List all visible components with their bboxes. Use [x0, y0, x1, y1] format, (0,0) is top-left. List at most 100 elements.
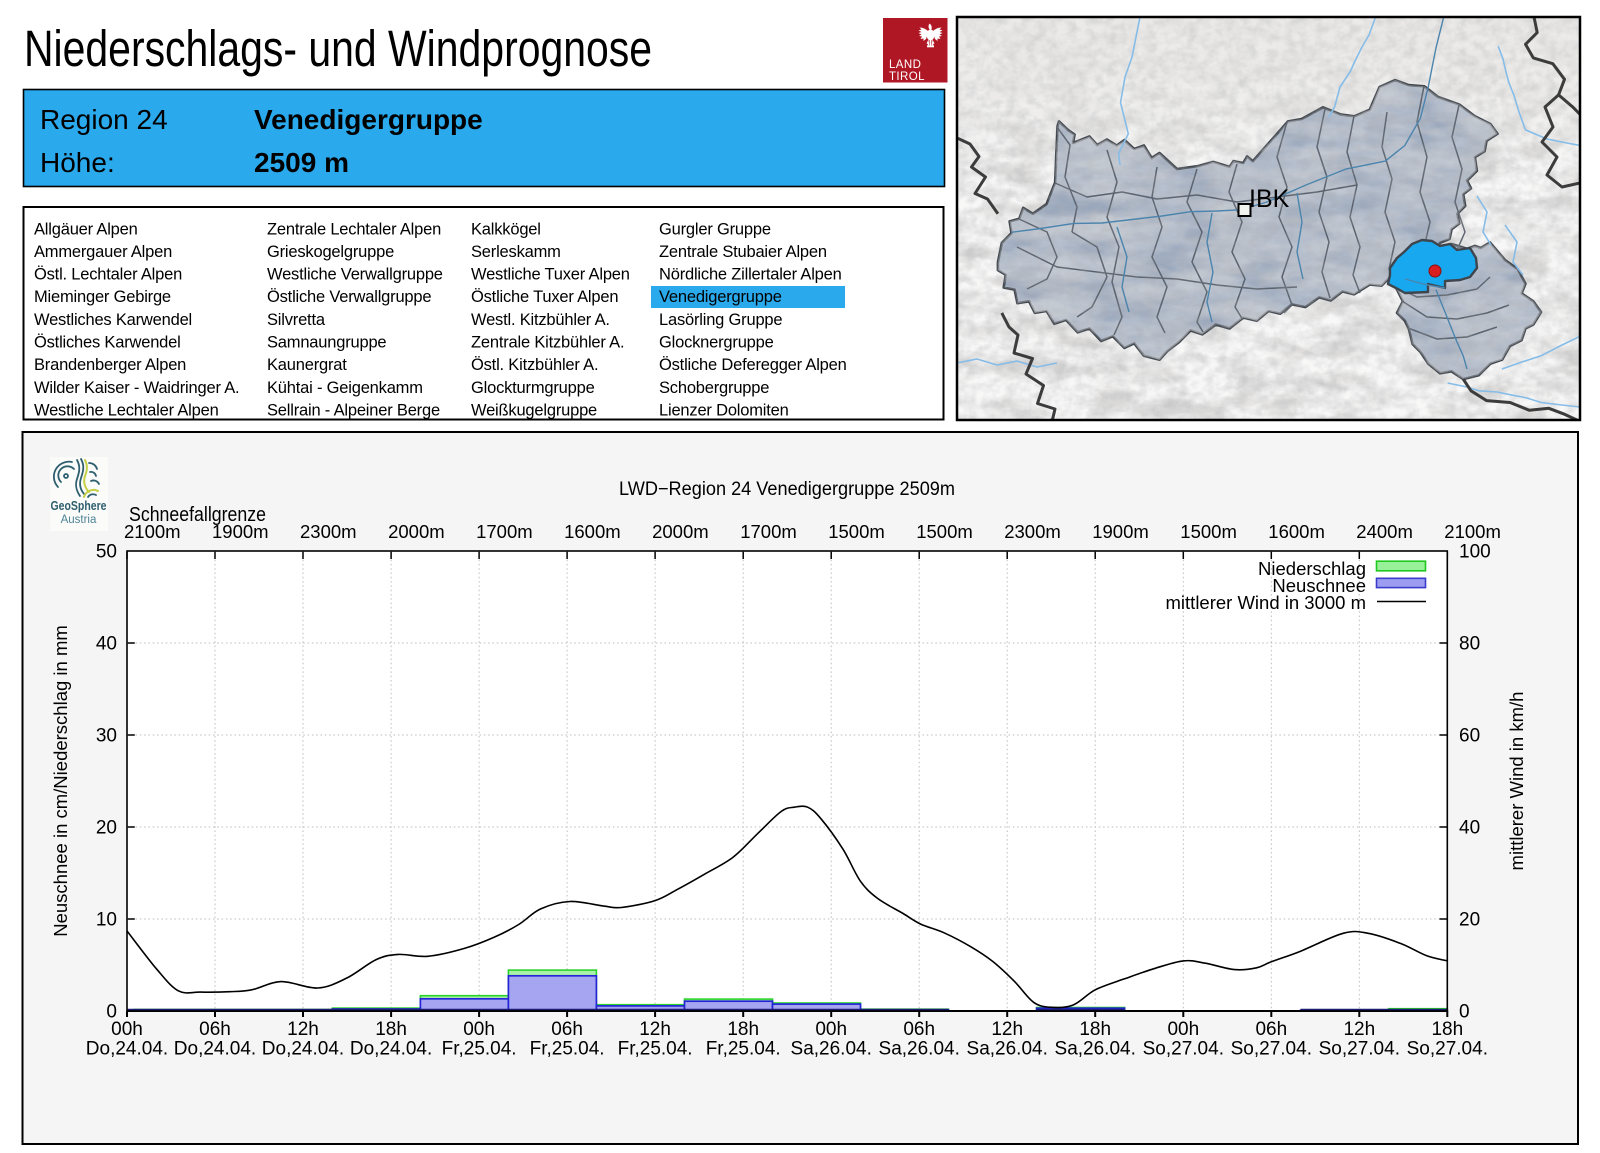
svg-text:LWD−Region 24 Venedigergruppe: LWD−Region 24 Venedigergruppe 2509m: [619, 479, 955, 500]
svg-text:0: 0: [1459, 1002, 1470, 1023]
svg-text:18h: 18h: [1431, 1019, 1463, 1040]
svg-text:Neuschnee: Neuschnee: [1272, 575, 1366, 596]
svg-text:Höhe:: Höhe:: [40, 147, 115, 178]
svg-text:2100m: 2100m: [1444, 521, 1501, 542]
svg-text:So,27.04.: So,27.04.: [1407, 1039, 1488, 1060]
svg-text:Sa,26.04.: Sa,26.04.: [879, 1039, 960, 1060]
svg-text:Lienzer Dolomiten: Lienzer Dolomiten: [659, 402, 789, 420]
svg-text:GeoSphere: GeoSphere: [51, 499, 107, 513]
svg-text:2300m: 2300m: [1004, 521, 1061, 542]
svg-text:1500m: 1500m: [828, 521, 885, 542]
svg-text:00h: 00h: [815, 1019, 847, 1040]
svg-text:Kalkkögel: Kalkkögel: [471, 220, 541, 238]
svg-text:00h: 00h: [463, 1019, 495, 1040]
svg-text:Fr,25.04.: Fr,25.04.: [618, 1039, 693, 1060]
svg-text:2300m: 2300m: [300, 521, 357, 542]
svg-text:40: 40: [1459, 818, 1480, 839]
svg-text:Niederschlag: Niederschlag: [1258, 558, 1366, 579]
svg-text:Do,24.04.: Do,24.04.: [350, 1039, 432, 1060]
svg-text:1700m: 1700m: [740, 521, 797, 542]
svg-text:Westliche Tuxer Alpen: Westliche Tuxer Alpen: [471, 266, 630, 284]
svg-text:Westliche Verwallgruppe: Westliche Verwallgruppe: [267, 266, 443, 284]
svg-text:18h: 18h: [727, 1019, 759, 1040]
svg-text:40: 40: [96, 634, 117, 655]
svg-text:18h: 18h: [375, 1019, 407, 1040]
svg-text:Glockturmgruppe: Glockturmgruppe: [471, 379, 595, 397]
svg-text:Fr,25.04.: Fr,25.04.: [530, 1039, 605, 1060]
svg-text:0: 0: [106, 1002, 117, 1023]
svg-text:Fr,25.04.: Fr,25.04.: [706, 1039, 781, 1060]
svg-text:So,27.04.: So,27.04.: [1231, 1039, 1312, 1060]
svg-text:Silvretta: Silvretta: [267, 311, 326, 329]
svg-text:So,27.04.: So,27.04.: [1143, 1039, 1224, 1060]
svg-text:Do,24.04.: Do,24.04.: [174, 1039, 256, 1060]
svg-text:Sa,26.04.: Sa,26.04.: [1055, 1039, 1136, 1060]
svg-text:Fr,25.04.: Fr,25.04.: [442, 1039, 517, 1060]
svg-text:Schneefallgrenze: Schneefallgrenze: [129, 504, 266, 526]
svg-text:Schobergruppe: Schobergruppe: [659, 379, 769, 397]
svg-text:Weißkugelgruppe: Weißkugelgruppe: [471, 402, 597, 420]
svg-text:Ammergauer Alpen: Ammergauer Alpen: [34, 243, 172, 261]
svg-text:Östliche Verwallgruppe: Östliche Verwallgruppe: [267, 288, 431, 306]
svg-text:18h: 18h: [1079, 1019, 1111, 1040]
svg-text:LAND: LAND: [889, 59, 921, 71]
svg-text:Sellrain - Alpeiner Berge: Sellrain - Alpeiner Berge: [267, 402, 440, 420]
svg-text:00h: 00h: [1167, 1019, 1199, 1040]
svg-text:Serleskamm: Serleskamm: [471, 243, 561, 261]
svg-text:12h: 12h: [1343, 1019, 1375, 1040]
svg-text:mittlerer Wind in km/h: mittlerer Wind in km/h: [1506, 692, 1527, 871]
svg-text:12h: 12h: [991, 1019, 1023, 1040]
svg-text:Zentrale Stubaier Alpen: Zentrale Stubaier Alpen: [659, 243, 827, 261]
svg-text:1600m: 1600m: [564, 521, 621, 542]
svg-text:Sa,26.04.: Sa,26.04.: [791, 1039, 872, 1060]
svg-text:2100m: 2100m: [124, 521, 181, 542]
svg-text:Kaunergrat: Kaunergrat: [267, 356, 347, 374]
svg-text:06h: 06h: [551, 1019, 583, 1040]
svg-text:Östl. Kitzbühler A.: Östl. Kitzbühler A.: [471, 356, 598, 374]
svg-text:Do,24.04.: Do,24.04.: [262, 1039, 344, 1060]
svg-text:Gurgler Gruppe: Gurgler Gruppe: [659, 220, 771, 238]
svg-text:Zentrale Lechtaler Alpen: Zentrale Lechtaler Alpen: [267, 220, 441, 238]
svg-text:50: 50: [96, 542, 117, 563]
svg-text:1900m: 1900m: [212, 521, 269, 542]
svg-text:Neuschnee in cm/Niederschlag i: Neuschnee in cm/Niederschlag in mm: [50, 625, 71, 937]
svg-text:12h: 12h: [639, 1019, 671, 1040]
svg-text:10: 10: [96, 910, 117, 931]
svg-text:20: 20: [96, 818, 117, 839]
svg-text:2400m: 2400m: [1356, 521, 1413, 542]
svg-text:Östliche Deferegger Alpen: Östliche Deferegger Alpen: [659, 356, 847, 374]
svg-text:Nördliche Zillertaler Alpen: Nördliche Zillertaler Alpen: [659, 266, 842, 284]
svg-text:Region 24: Region 24: [40, 104, 168, 135]
svg-text:Westliche Lechtaler Alpen: Westliche Lechtaler Alpen: [34, 402, 219, 420]
svg-text:Kühtai - Geigenkamm: Kühtai - Geigenkamm: [267, 379, 423, 397]
svg-text:2000m: 2000m: [388, 521, 445, 542]
svg-text:20: 20: [1459, 910, 1480, 931]
svg-text:80: 80: [1459, 634, 1480, 655]
svg-text:06h: 06h: [1255, 1019, 1287, 1040]
svg-text:Lasörling Gruppe: Lasörling Gruppe: [659, 311, 782, 329]
svg-text:2000m: 2000m: [652, 521, 709, 542]
svg-text:100: 100: [1459, 542, 1491, 563]
svg-text:12h: 12h: [287, 1019, 319, 1040]
svg-text:Glocknergruppe: Glocknergruppe: [659, 334, 774, 352]
svg-text:Mieminger Gebirge: Mieminger Gebirge: [34, 288, 171, 306]
svg-text:06h: 06h: [903, 1019, 935, 1040]
svg-text:Samnaungruppe: Samnaungruppe: [267, 334, 386, 352]
svg-text:Brandenberger Alpen: Brandenberger Alpen: [34, 356, 186, 374]
svg-text:Wilder Kaiser - Waidringer A.: Wilder Kaiser - Waidringer A.: [34, 379, 239, 397]
svg-text:Östl. Lechtaler Alpen: Östl. Lechtaler Alpen: [34, 266, 182, 284]
svg-text:30: 30: [96, 726, 117, 747]
svg-text:Do,24.04.: Do,24.04.: [86, 1039, 168, 1060]
svg-text:1600m: 1600m: [1268, 521, 1325, 542]
svg-text:Östliches Karwendel: Östliches Karwendel: [34, 334, 181, 352]
svg-text:Allgäuer Alpen: Allgäuer Alpen: [34, 220, 138, 238]
svg-text:TIROL: TIROL: [889, 71, 925, 83]
svg-text:Zentrale Kitzbühler A.: Zentrale Kitzbühler A.: [471, 334, 624, 352]
svg-text:2509 m: 2509 m: [254, 147, 349, 178]
svg-text:60: 60: [1459, 726, 1480, 747]
svg-text:Niederschlags- und Windprognos: Niederschlags- und Windprognose: [24, 20, 652, 77]
svg-text:Sa,26.04.: Sa,26.04.: [967, 1039, 1048, 1060]
svg-text:1900m: 1900m: [1092, 521, 1149, 542]
svg-text:1500m: 1500m: [1180, 521, 1237, 542]
svg-text:Grieskogelgruppe: Grieskogelgruppe: [267, 243, 394, 261]
